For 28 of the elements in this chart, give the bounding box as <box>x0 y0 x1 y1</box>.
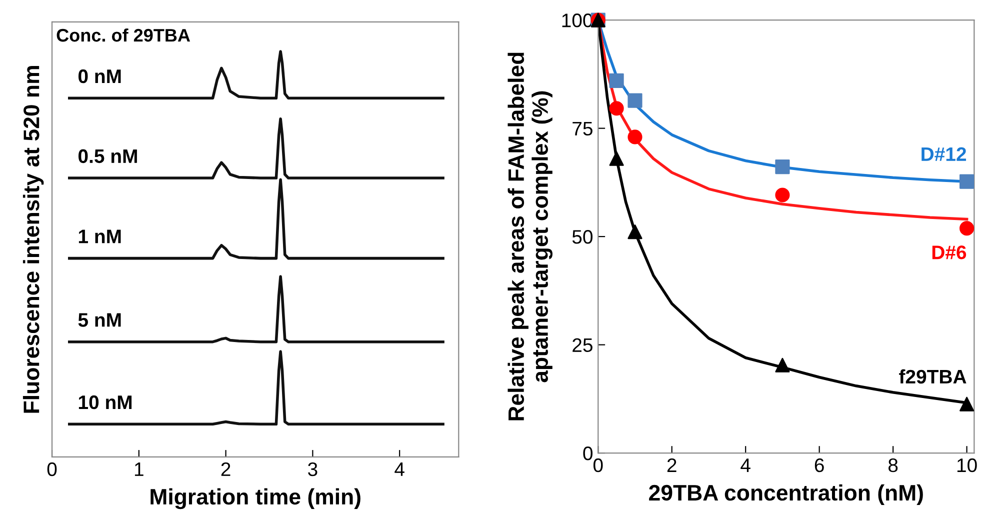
x-tick-label: 2 <box>667 458 676 472</box>
series-label: 1 nM <box>78 230 121 244</box>
x-tick-label: 8 <box>888 458 898 472</box>
text: Conc. of 29TBA <box>56 28 190 42</box>
series-label: D#12 <box>922 147 966 161</box>
y-tick-label: 25 <box>572 338 592 352</box>
x-tick-label: 10 <box>957 458 977 472</box>
x-tick-label: 4 <box>740 458 750 472</box>
y-tick-label: 75 <box>572 122 592 136</box>
y-axis-title: Relative peak areas of FAM-labeled aptamer-target complex (%) <box>508 52 552 420</box>
x-tick-label: 3 <box>308 462 318 476</box>
x-axis-title: 29TBA concentration (nM) <box>649 484 923 506</box>
x-tick-label: 0 <box>593 458 603 472</box>
series-label: f29TBA <box>899 369 966 384</box>
x-tick-label: 4 <box>394 462 404 476</box>
x-axis-title: Migration time (min) <box>150 488 360 510</box>
y-tick-label: 50 <box>572 230 592 244</box>
x-tick-label: 1 <box>134 462 144 476</box>
x-tick-label: 2 <box>221 462 230 476</box>
series-label: 0.5 nM <box>78 149 137 164</box>
y-axis-title: Fluorescence intensity at 520 nm <box>22 66 44 413</box>
series-label: 5 nM <box>78 313 121 327</box>
series-label: 10 nM <box>78 395 132 410</box>
series-label: 0 nM <box>78 69 121 84</box>
series-label: D#6 <box>932 246 966 260</box>
x-tick-label: 6 <box>814 458 824 472</box>
y-tick-label: 0 <box>583 446 592 460</box>
x-tick-label: 0 <box>47 462 57 476</box>
